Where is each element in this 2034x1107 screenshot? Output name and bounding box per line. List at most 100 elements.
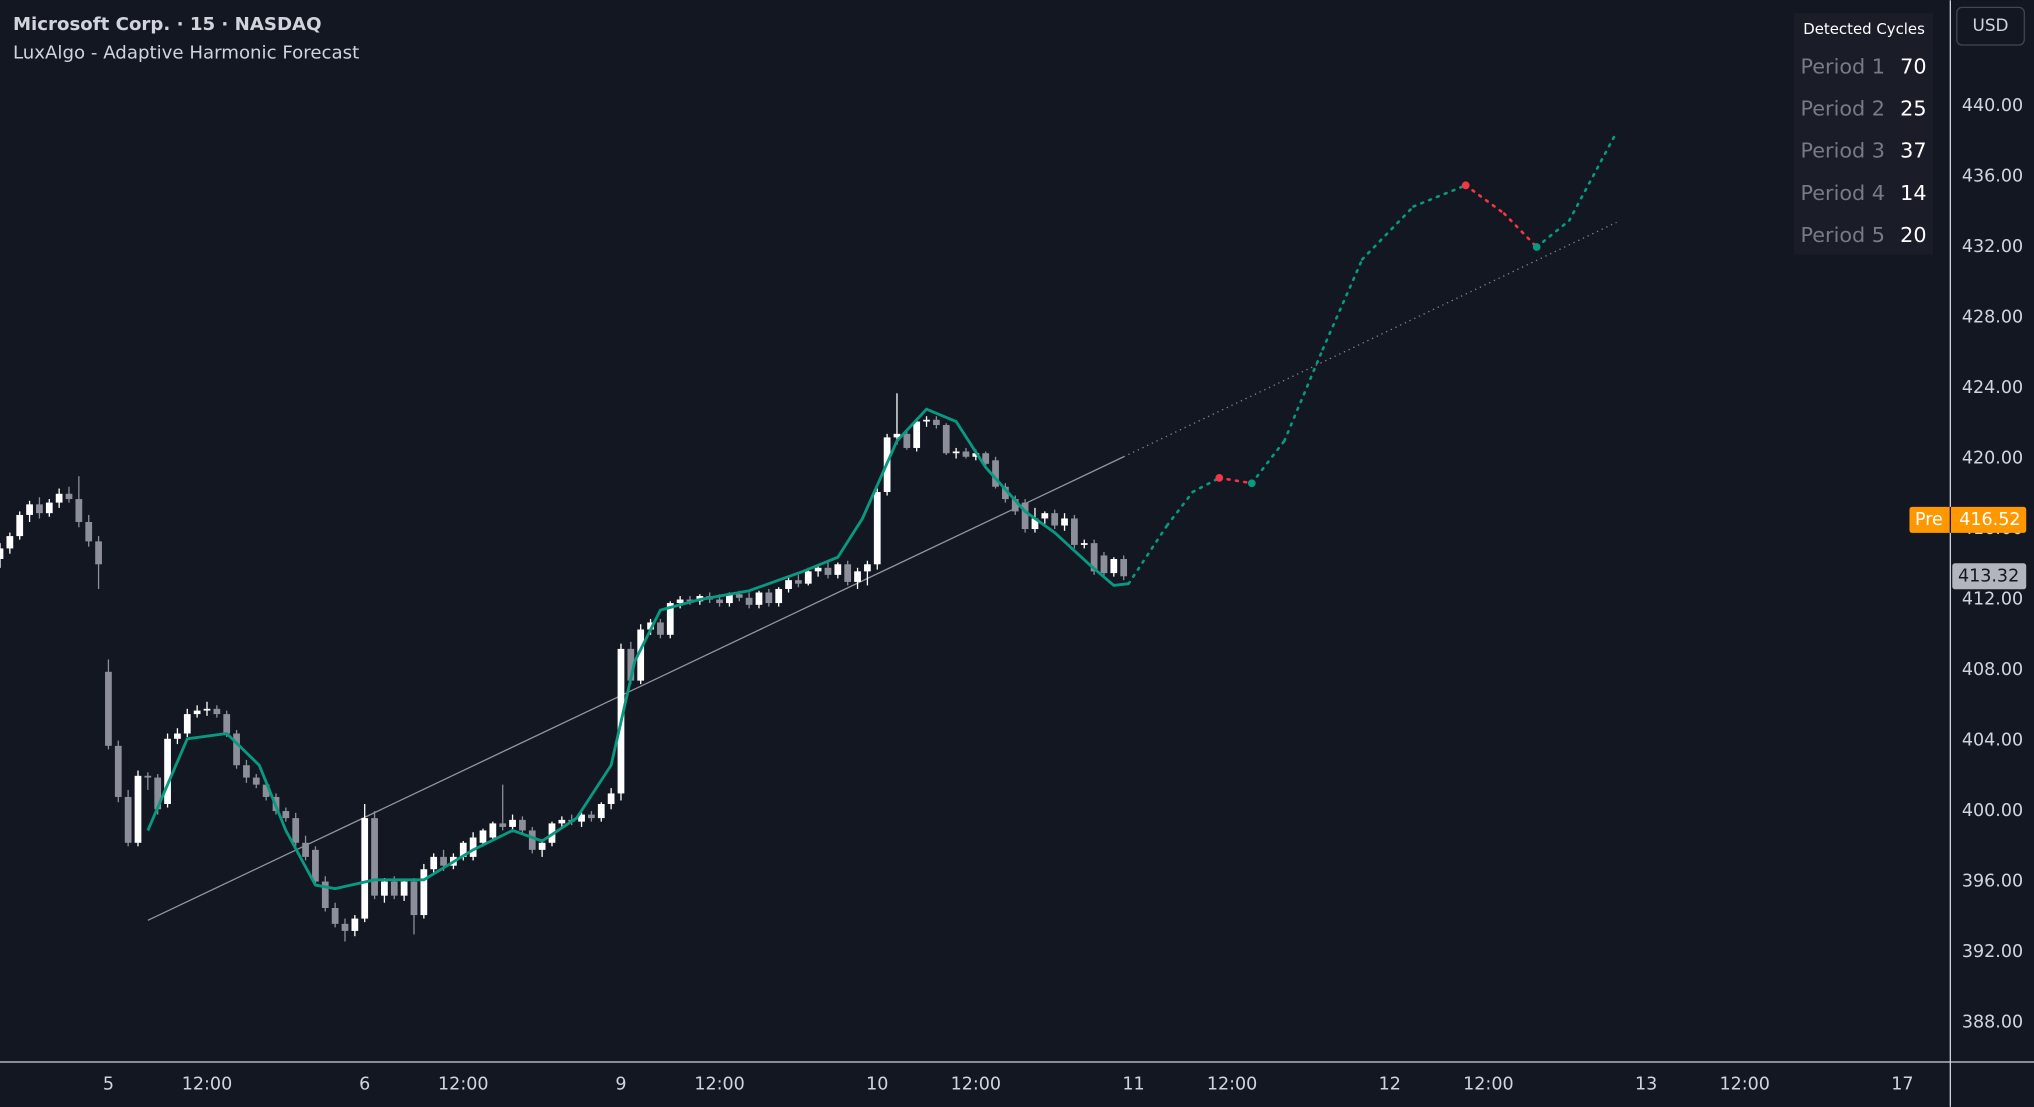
- candle-body: [0, 548, 4, 560]
- candle-body: [795, 580, 802, 584]
- forecast-segment: [1502, 212, 1538, 249]
- x-tick-label: 12:00: [438, 1075, 488, 1095]
- y-tick-label: 424.00: [1962, 378, 2023, 398]
- forecast-segment: [1464, 184, 1506, 215]
- candle-body: [174, 733, 181, 739]
- candle-body: [134, 775, 142, 843]
- x-tick-label: 12:00: [1207, 1075, 1257, 1095]
- last-price-tag: [1952, 563, 2027, 590]
- y-tick-label: 440.00: [1962, 96, 2023, 116]
- candle-body: [903, 433, 911, 448]
- pre-market-tag: [1909, 506, 2027, 533]
- period-value: 14: [1900, 181, 1926, 205]
- candle-body: [213, 708, 221, 715]
- candle-body: [183, 714, 191, 734]
- forecast-pivot: [1461, 181, 1470, 190]
- period-label: Period 3: [1801, 139, 1886, 163]
- candle-body: [775, 588, 783, 604]
- y-tick-label: 436.00: [1962, 167, 2023, 187]
- candle-body: [942, 425, 950, 454]
- candle-body: [1061, 518, 1068, 526]
- candle-body: [36, 504, 43, 514]
- period-value: 20: [1900, 223, 1926, 247]
- candle-body: [193, 710, 201, 715]
- candle-body: [1011, 499, 1019, 512]
- forecast-segment: [1250, 439, 1286, 485]
- chart-title: Microsoft Corp. · 15 · NASDAQ: [13, 14, 322, 35]
- candle-body: [144, 775, 152, 778]
- currency[interactable]: USD: [1973, 15, 2009, 35]
- candle-body: [923, 419, 930, 422]
- candle-body: [1120, 559, 1128, 577]
- candle-body: [1080, 543, 1088, 545]
- period-label: Period 2: [1801, 97, 1886, 121]
- candle-body: [292, 818, 300, 843]
- table-title: Detected Cycles: [1803, 20, 1925, 38]
- candle-body: [312, 849, 319, 882]
- harmonic-line: [146, 407, 1129, 891]
- forecast-segment: [1321, 258, 1364, 351]
- x-tick-label: 12:00: [694, 1075, 744, 1095]
- candle-body: [45, 502, 53, 514]
- candle-body: [440, 856, 447, 866]
- candle-body: [1100, 555, 1108, 574]
- candle-body: [538, 842, 546, 850]
- candle-body: [26, 504, 33, 515]
- candle-body: [716, 599, 723, 604]
- candle-body: [765, 592, 773, 604]
- last-price-label: 413.32: [1958, 566, 2019, 586]
- candle-body: [1041, 513, 1049, 519]
- candle-body: [824, 567, 832, 575]
- x-tick-label: 6: [359, 1075, 370, 1095]
- currency-box[interactable]: [1956, 6, 2025, 46]
- candle-body: [331, 908, 339, 924]
- forecast-segment: [1360, 205, 1415, 261]
- x-tick-label: 12: [1379, 1075, 1401, 1095]
- period-label: Period 5: [1801, 223, 1886, 247]
- cycles-table: [1794, 13, 1933, 255]
- candle-body: [321, 881, 329, 909]
- y-tick-label: 408.00: [1962, 660, 2023, 680]
- indicator-name: LuxAlgo - Adaptive Harmonic Forecast: [13, 42, 359, 63]
- candle-body: [459, 842, 467, 857]
- candle-body: [65, 493, 73, 500]
- forecast-segment: [1165, 490, 1194, 527]
- candle-body: [381, 881, 388, 896]
- forecast-segment: [1535, 219, 1571, 249]
- candle-body: [55, 493, 63, 503]
- period-value: 70: [1900, 55, 1926, 79]
- candle-body: [814, 567, 822, 572]
- candle-body: [75, 499, 83, 522]
- candle-body: [962, 451, 970, 457]
- candle-body: [95, 541, 102, 565]
- pre-market-price: 416.52: [1959, 510, 2020, 530]
- candle-body: [223, 714, 231, 734]
- x-tick-label: 17: [1891, 1075, 1913, 1095]
- plot-area: [0, 134, 1617, 942]
- x-tick-label: 13: [1635, 1075, 1657, 1095]
- x-tick-label: 12:00: [182, 1075, 232, 1095]
- x-tick-label: 12:00: [1463, 1075, 1513, 1095]
- candle-body: [864, 564, 871, 572]
- candle-body: [371, 818, 378, 896]
- forecast-segment: [1217, 476, 1254, 485]
- candle-body: [469, 837, 477, 857]
- period-label: Period 1: [1801, 55, 1886, 79]
- candle-body: [390, 881, 398, 896]
- candle-body: [341, 923, 349, 931]
- candle-body: [262, 784, 270, 797]
- candle-body: [430, 856, 438, 870]
- candle-body: [893, 433, 901, 438]
- forecast-pivot: [1247, 479, 1256, 488]
- candle-body: [519, 819, 526, 831]
- candle-body: [282, 811, 290, 819]
- candle-body: [834, 564, 842, 575]
- candle-body: [972, 453, 980, 457]
- candle-body: [1051, 513, 1059, 526]
- x-tick-label: 5: [103, 1075, 114, 1095]
- candle-body: [528, 830, 536, 850]
- y-tick-label: 396.00: [1962, 872, 2023, 892]
- candle-body: [114, 745, 122, 797]
